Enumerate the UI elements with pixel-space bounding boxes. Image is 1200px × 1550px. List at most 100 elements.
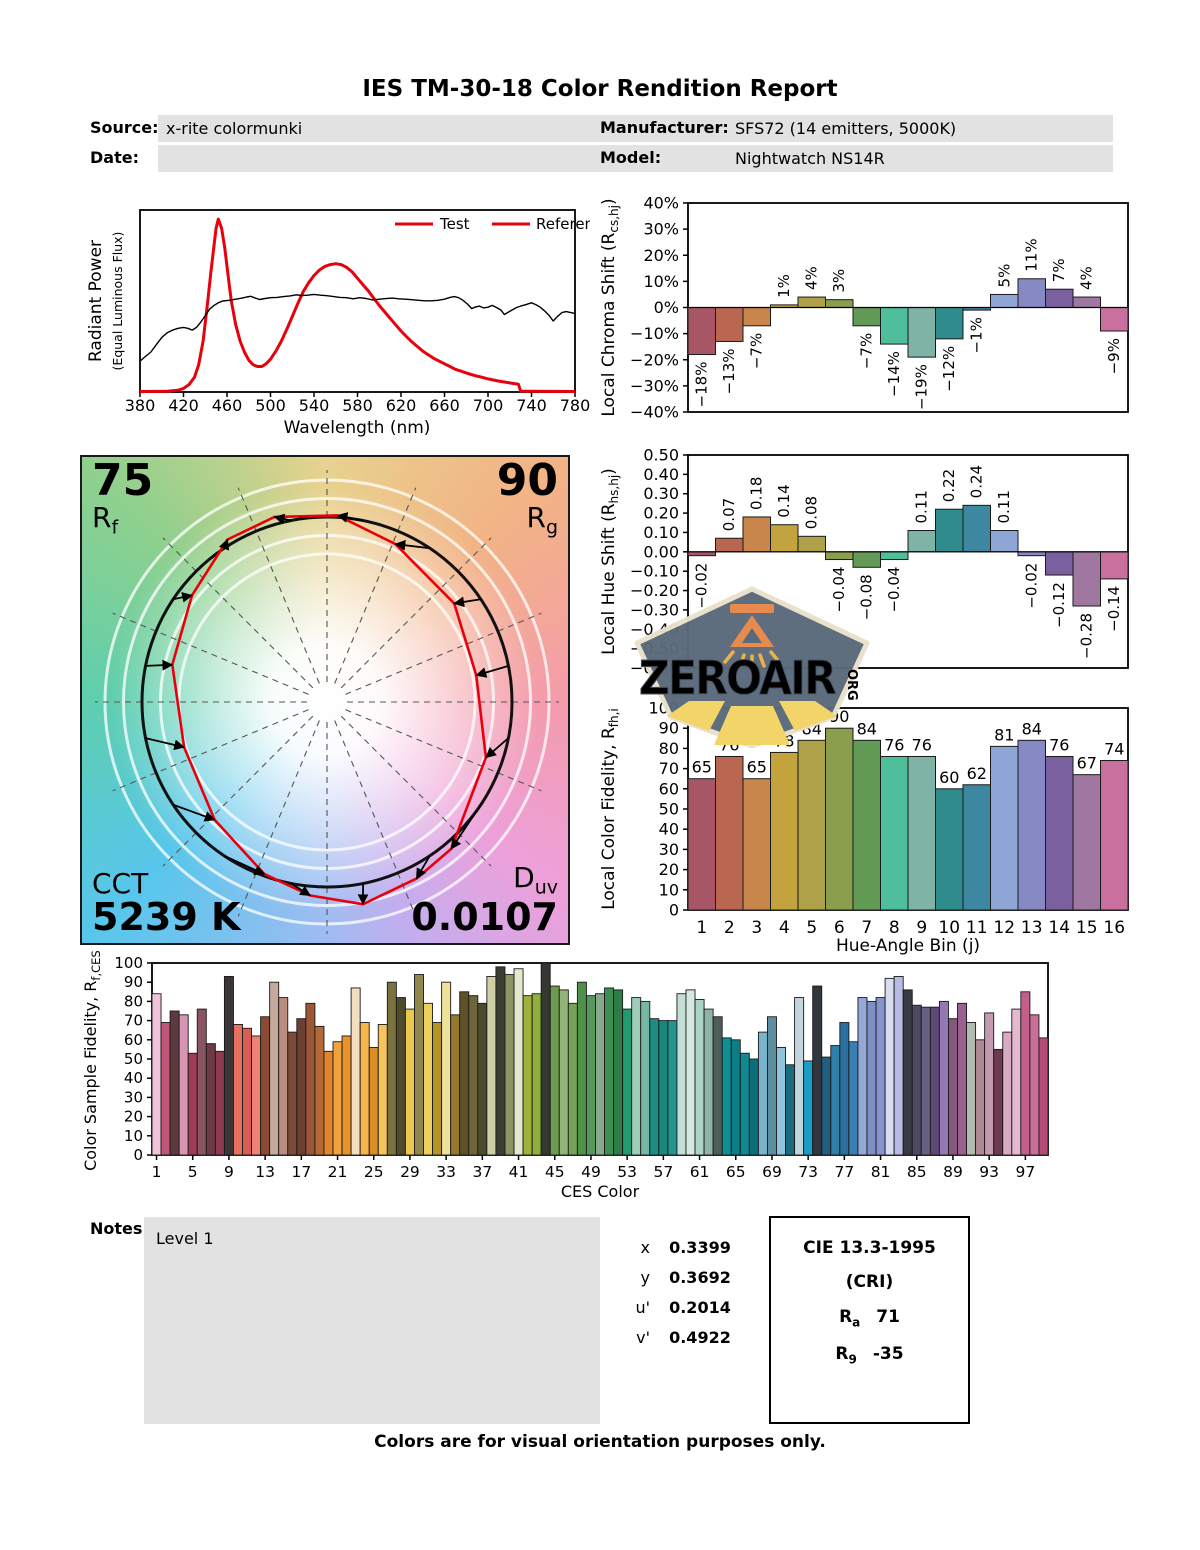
tick-label: 460 xyxy=(212,396,243,415)
rg-symbol: Rg xyxy=(526,500,558,539)
bar xyxy=(797,296,826,309)
chromaticity-u-row: u' 0.2014 xyxy=(620,1298,760,1320)
tick-label: 70 xyxy=(659,759,679,778)
ra-row: Ra 71 xyxy=(839,1307,900,1330)
bar xyxy=(242,1027,253,1156)
v-value: 0.4922 xyxy=(669,1328,731,1347)
bar xyxy=(450,1014,461,1156)
bar xyxy=(377,1023,388,1156)
bar-value-label: 0.24 xyxy=(968,465,986,498)
tick-label: 30 xyxy=(124,1088,143,1106)
bar xyxy=(260,1016,271,1156)
x-axis-label: CES Color xyxy=(561,1182,640,1201)
bar xyxy=(694,999,705,1156)
tick-label: 1 xyxy=(696,918,707,938)
bar-value-label: −7% xyxy=(748,333,766,369)
bar-value-label: 3% xyxy=(830,269,848,293)
cct-value: 5239 K xyxy=(92,895,241,940)
bar xyxy=(742,307,771,327)
tick-label: 17 xyxy=(291,1163,311,1181)
bar xyxy=(947,1018,958,1156)
bar xyxy=(1100,760,1129,911)
tick-label: 0.30 xyxy=(643,484,679,503)
tick-label: 100 xyxy=(114,954,143,972)
shift-arrow xyxy=(273,513,292,525)
bar xyxy=(848,1041,859,1156)
shift-arrow xyxy=(172,592,193,603)
bar-value-label: 11% xyxy=(1023,238,1041,271)
bar xyxy=(205,1043,216,1156)
bar xyxy=(739,1052,750,1156)
bar xyxy=(649,1018,660,1156)
duv-symbol: Duv xyxy=(513,861,558,899)
bar-value-label: 4% xyxy=(803,266,821,290)
bar xyxy=(495,966,506,1156)
bar xyxy=(757,1031,768,1156)
bar-value-label: 5% xyxy=(995,264,1013,288)
bin-boundary-spoke xyxy=(237,487,320,684)
tick-label: 45 xyxy=(545,1163,565,1181)
bin-boundary-spoke xyxy=(162,537,314,689)
bar xyxy=(585,995,596,1156)
bin-boundary-spoke xyxy=(340,715,492,867)
bar-value-label: −13% xyxy=(720,348,738,394)
bar-value-label: 62 xyxy=(967,764,987,783)
bar-value-label: 74 xyxy=(1104,740,1124,759)
watermark-text: ZEROAIR xyxy=(639,651,836,705)
cct-label: CCT xyxy=(92,866,149,900)
bar-value-label: 60 xyxy=(939,768,959,787)
chromaticity-y-row: y 0.3692 xyxy=(620,1268,760,1290)
bar-value-label: −0.14 xyxy=(1105,586,1123,632)
light-beams-icon xyxy=(667,701,837,745)
manufacturer-label: Manufacturer: xyxy=(600,118,729,137)
bar xyxy=(613,989,624,1156)
bar xyxy=(214,1050,225,1156)
tick-label: 90 xyxy=(124,973,143,991)
bar xyxy=(1045,288,1074,309)
bar-value-label: 0.22 xyxy=(940,469,958,502)
tick-label: 80 xyxy=(659,739,679,758)
bar xyxy=(938,1000,949,1156)
bar xyxy=(685,989,696,1156)
chromaticity-v-row: v' 0.4922 xyxy=(620,1328,760,1350)
spectral-power-chart: 380 420 460 500 540 580 620 660 700 740 780 Wavelen… xyxy=(86,209,590,438)
tick-label: 540 xyxy=(299,396,330,415)
tick-label: 11 xyxy=(966,918,988,938)
color-vector-graphic: 75 Rf 90 Rg CCT 5239 K Duv 0.0107 xyxy=(80,455,570,945)
bar xyxy=(812,985,823,1156)
shift-arrow xyxy=(172,803,216,822)
u-value: 0.2014 xyxy=(669,1298,731,1317)
model-label: Model: xyxy=(600,148,662,167)
bar xyxy=(576,981,587,1156)
bin-boundary-spoke xyxy=(345,612,542,695)
bar xyxy=(640,1000,651,1156)
bar-value-label: 84 xyxy=(1022,719,1042,738)
bar-value-label: −0.02 xyxy=(693,563,711,609)
tick-label: −20% xyxy=(630,350,679,369)
bin-boundary-spoke xyxy=(162,715,314,867)
bar xyxy=(920,1006,931,1156)
tick-label: 53 xyxy=(617,1163,637,1181)
model-value: Nightwatch NS14R xyxy=(735,149,885,168)
y-value: 0.3692 xyxy=(669,1268,731,1287)
legend-test-label: Test xyxy=(439,215,470,233)
bar xyxy=(1011,1008,1022,1156)
tick-label: 57 xyxy=(653,1163,673,1181)
bar-value-label: −0.04 xyxy=(885,567,903,613)
bar xyxy=(350,987,361,1156)
bar-value-label: −0.28 xyxy=(1078,613,1096,659)
tick-label: 49 xyxy=(581,1163,601,1181)
y-key: y xyxy=(640,1268,650,1287)
bar-value-label: −12% xyxy=(940,346,958,392)
bar xyxy=(595,993,605,1156)
bar xyxy=(359,1022,370,1156)
bar-value-label: −0.04 xyxy=(830,567,848,613)
bar xyxy=(522,995,533,1156)
bar xyxy=(902,989,913,1156)
bar xyxy=(984,1012,995,1156)
tick-label: 40 xyxy=(659,820,679,839)
tick-label: 13 xyxy=(1021,918,1043,938)
tick-label: 21 xyxy=(328,1163,348,1181)
bar xyxy=(770,751,799,911)
